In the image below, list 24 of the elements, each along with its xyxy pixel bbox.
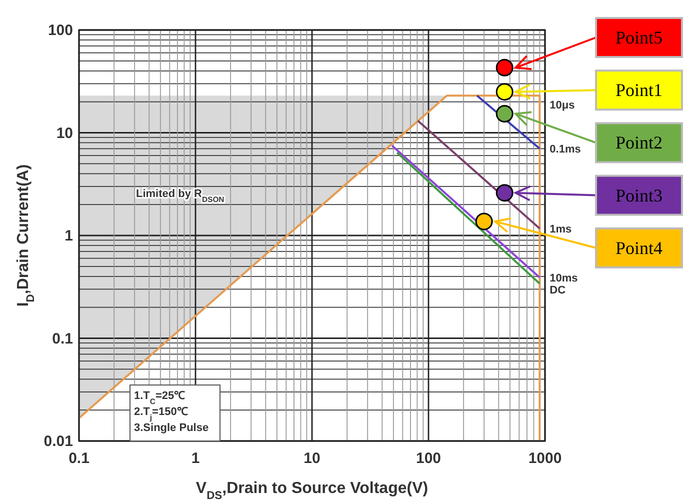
y-tick-label: 0.01 xyxy=(44,433,73,450)
x-tick-label: 1 xyxy=(191,450,200,467)
x-axis-title: V$_{DS}$,Drain to Source Voltage(V) xyxy=(196,480,428,502)
annotation: 3.Single Pulse xyxy=(134,422,209,434)
y-tick-label: 1 xyxy=(64,228,73,244)
series-label: 10ms xyxy=(550,272,578,285)
y-tick-label: 100 xyxy=(48,22,73,39)
text: Point5 xyxy=(615,28,663,48)
series-label: 1ms xyxy=(550,223,572,236)
text: Point4 xyxy=(615,238,663,258)
y-tick-label: 0.1 xyxy=(52,330,73,348)
x-tick-label: 1000 xyxy=(528,450,562,467)
annotation: 1.T$_{C}$=25℃ xyxy=(134,390,186,406)
legend-label: Point3 xyxy=(615,185,663,206)
annotation: 2.T$_{j}$=150℃ xyxy=(134,406,188,422)
x-tick-label: 0.1 xyxy=(68,450,90,467)
series-label: 10μs xyxy=(550,100,575,112)
text: Point1 xyxy=(615,80,663,100)
x-tick-label: 10 xyxy=(304,450,320,467)
text: Point2 xyxy=(615,132,663,153)
y-tick-label: 10 xyxy=(56,124,73,142)
series-label: DC xyxy=(550,284,566,297)
x-tick-label: 100 xyxy=(416,450,442,467)
series-label: 0.1ms xyxy=(550,144,581,156)
